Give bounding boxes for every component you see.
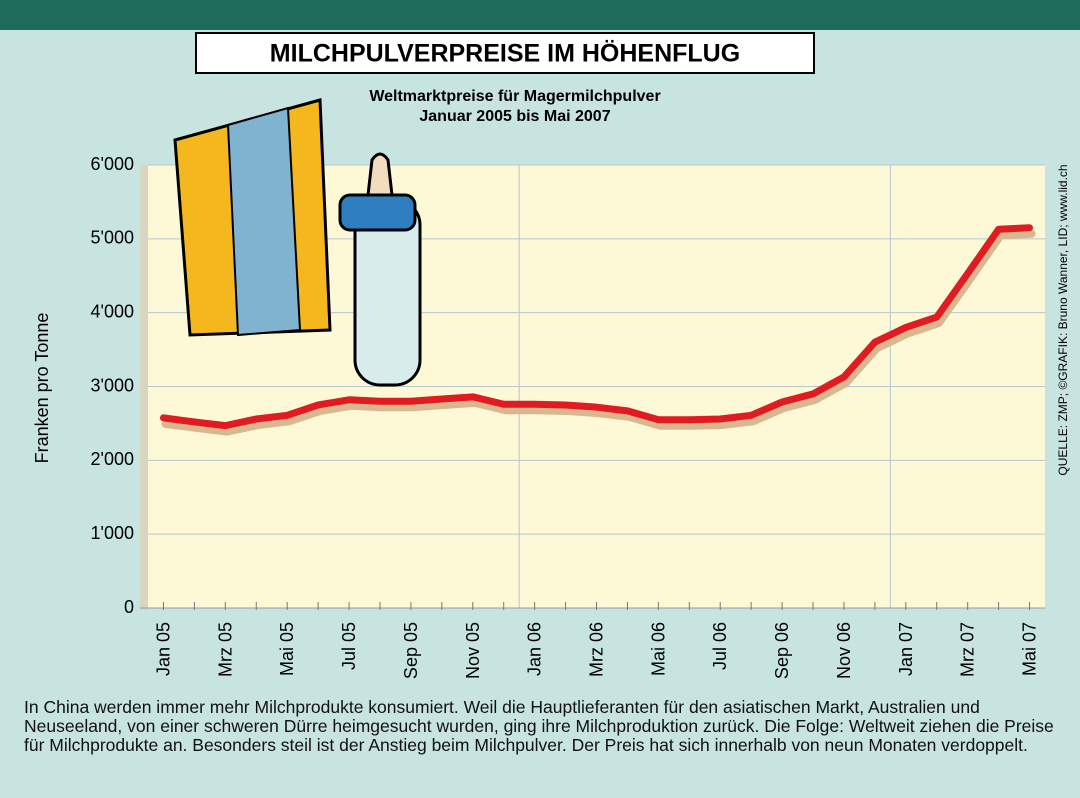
x-tick-label: Sep 06 (772, 622, 792, 679)
x-tick-label: Nov 06 (834, 622, 854, 679)
x-tick-label: Mai 05 (277, 622, 297, 676)
y-tick-label: 6'000 (91, 154, 134, 174)
top-band (0, 0, 1080, 30)
x-tick-label: Mrz 05 (215, 622, 235, 677)
subtitle: Januar 2005 bis Mai 2007 (419, 108, 610, 125)
x-tick-label: Jan 07 (896, 622, 916, 676)
subtitle: Weltmarktpreise für Magermilchpulver (369, 88, 660, 105)
y-tick-label: 4'000 (91, 301, 134, 321)
x-tick-label: Jan 05 (153, 622, 173, 676)
y-tick-label: 2'000 (91, 449, 134, 469)
x-tick-label: Jul 06 (710, 622, 730, 670)
y-tick-label: 3'000 (91, 375, 134, 395)
plot-side (140, 165, 148, 610)
x-tick-label: Sep 05 (401, 622, 421, 679)
x-tick-label: Jan 06 (525, 622, 545, 676)
x-tick-label: Mrz 07 (958, 622, 978, 677)
infographic: MILCHPULVERPREISE IM HÖHENFLUG Weltmarkt… (0, 0, 1080, 798)
x-tick-label: Mai 06 (648, 622, 668, 676)
x-tick-label: Nov 05 (463, 622, 483, 679)
x-tick-label: Mrz 06 (587, 622, 607, 677)
chart: MILCHPULVERPREISE IM HÖHENFLUG Weltmarkt… (0, 0, 1080, 798)
y-tick-label: 1'000 (91, 523, 134, 543)
y-tick-label: 5'000 (91, 228, 134, 248)
y-tick-label: 0 (124, 597, 134, 617)
x-tick-label: Mai 07 (1020, 622, 1040, 676)
y-axis-label: Franken pro Tonne (32, 313, 52, 464)
source: QUELLE: ZMP; ©GRAFIK: Bruno Wanner, LID;… (1056, 164, 1070, 475)
x-tick-label: Jul 05 (339, 622, 359, 670)
chart-title: MILCHPULVERPREISE IM HÖHENFLUG (270, 39, 740, 68)
note: In China werden immer mehr Milchprodukte… (24, 698, 1064, 755)
